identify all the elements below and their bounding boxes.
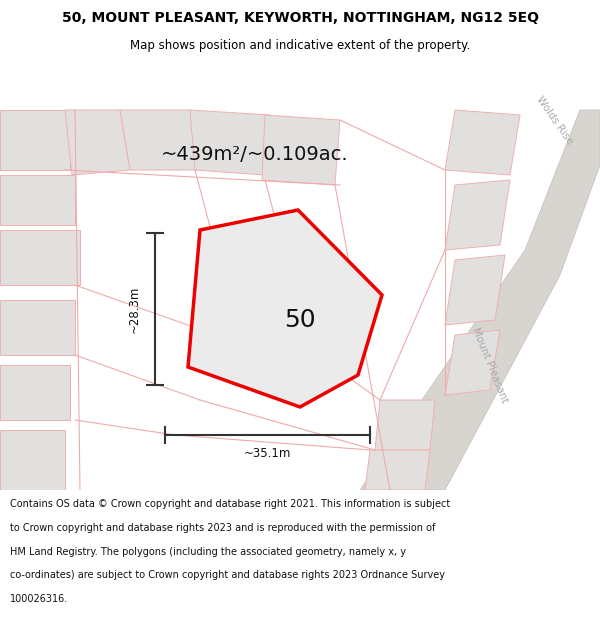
Polygon shape [445,110,520,175]
Polygon shape [120,110,200,170]
Text: ~439m²/~0.109ac.: ~439m²/~0.109ac. [161,146,349,164]
Polygon shape [445,255,505,325]
Polygon shape [0,110,70,170]
Text: Wolds Rise: Wolds Rise [535,94,575,146]
Text: Map shows position and indicative extent of the property.: Map shows position and indicative extent… [130,39,470,51]
Polygon shape [190,110,270,175]
Text: ~35.1m: ~35.1m [244,447,291,460]
Polygon shape [188,210,382,407]
Polygon shape [365,450,430,490]
Polygon shape [262,115,340,185]
Polygon shape [360,110,600,490]
Text: Mount Pleasant: Mount Pleasant [470,326,510,404]
Text: 50: 50 [284,308,316,332]
Polygon shape [0,365,70,420]
Polygon shape [65,110,130,175]
Polygon shape [375,400,435,450]
Polygon shape [0,300,75,355]
Polygon shape [0,430,65,490]
Text: to Crown copyright and database rights 2023 and is reproduced with the permissio: to Crown copyright and database rights 2… [10,523,436,533]
Polygon shape [445,330,500,395]
Text: 50, MOUNT PLEASANT, KEYWORTH, NOTTINGHAM, NG12 5EQ: 50, MOUNT PLEASANT, KEYWORTH, NOTTINGHAM… [62,11,539,25]
Text: 100026316.: 100026316. [10,594,68,604]
Polygon shape [0,230,80,285]
Text: HM Land Registry. The polygons (including the associated geometry, namely x, y: HM Land Registry. The polygons (includin… [10,547,406,557]
Polygon shape [0,175,75,225]
Polygon shape [445,180,510,250]
Text: Contains OS data © Crown copyright and database right 2021. This information is : Contains OS data © Crown copyright and d… [10,499,451,509]
Text: co-ordinates) are subject to Crown copyright and database rights 2023 Ordnance S: co-ordinates) are subject to Crown copyr… [10,571,445,581]
Text: ~28.3m: ~28.3m [128,285,141,332]
